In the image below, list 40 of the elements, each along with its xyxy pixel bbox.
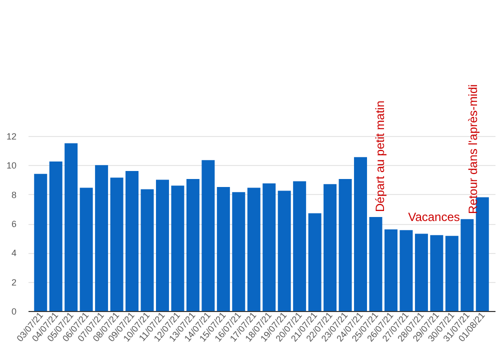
bar xyxy=(171,186,184,311)
bar xyxy=(369,216,382,311)
bar xyxy=(49,162,62,311)
bar xyxy=(400,230,413,311)
bar xyxy=(95,165,108,311)
y-tick-label: 12 xyxy=(6,132,16,142)
annotation: Vacances xyxy=(408,210,460,224)
bar xyxy=(324,184,337,311)
bar xyxy=(476,197,489,311)
bar xyxy=(80,188,93,311)
bar xyxy=(216,187,230,311)
y-tick-label: 10 xyxy=(6,160,16,171)
y-tick-label: 4 xyxy=(11,248,16,258)
bar xyxy=(445,236,458,311)
bar xyxy=(140,189,154,311)
bar xyxy=(293,181,306,311)
y-tick-label: 6 xyxy=(11,219,16,229)
bar xyxy=(338,179,352,311)
bar xyxy=(430,235,444,311)
bar xyxy=(110,178,124,311)
bar xyxy=(202,160,215,311)
bar xyxy=(186,179,200,311)
bar xyxy=(460,219,474,311)
bar xyxy=(126,171,139,311)
bar xyxy=(64,143,78,311)
bar xyxy=(34,174,48,311)
annotation: Départ au petit matin xyxy=(373,100,387,212)
bar xyxy=(414,234,428,311)
y-tick-label: 2 xyxy=(11,277,16,288)
bar xyxy=(278,190,291,311)
annotation: Retour dans l'après-midi xyxy=(466,84,480,214)
bar xyxy=(308,213,322,311)
bar xyxy=(232,192,246,311)
bar xyxy=(354,157,368,311)
y-tick-label: 8 xyxy=(11,190,16,200)
bar xyxy=(384,229,398,311)
y-tick-label: 0 xyxy=(11,306,16,316)
bar xyxy=(156,180,169,311)
bar xyxy=(262,183,276,311)
bar xyxy=(247,188,260,311)
